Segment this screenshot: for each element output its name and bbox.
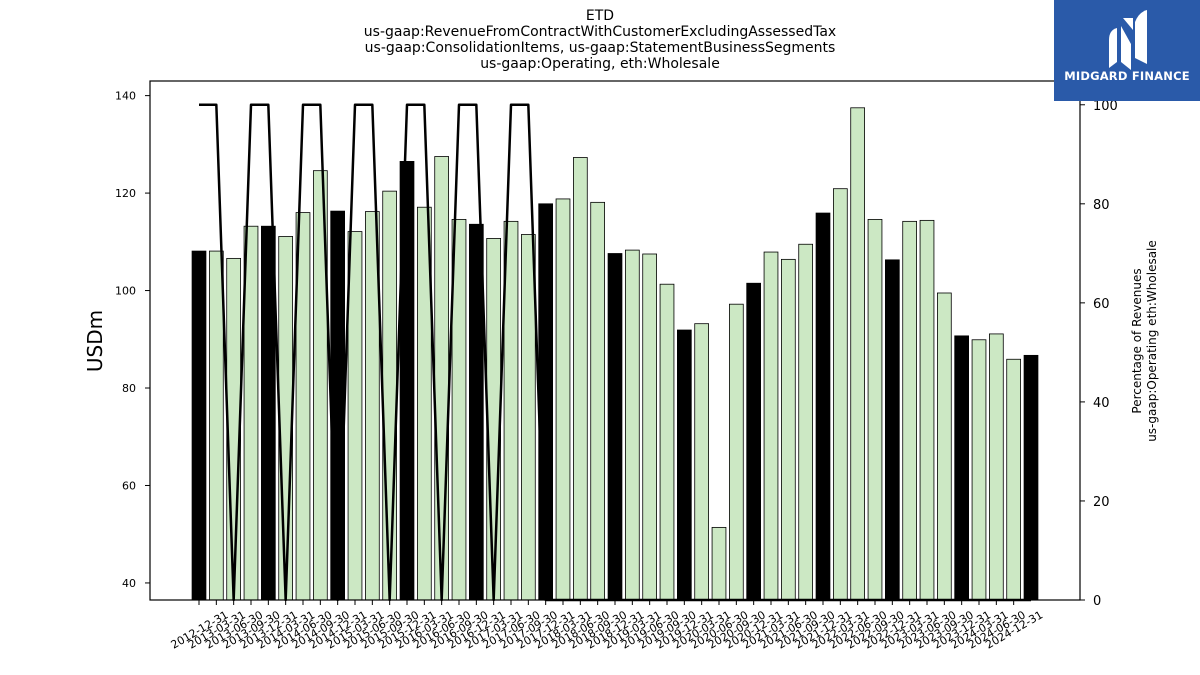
bar xyxy=(729,303,744,601)
bar xyxy=(937,292,952,601)
chart-title-line-1: ETD xyxy=(585,8,615,24)
y-tick-label: 40 xyxy=(122,577,136,590)
y-tick-label: 60 xyxy=(122,479,136,492)
bar xyxy=(573,157,588,601)
midgard-finance-logo: MIDGARD FINANCE xyxy=(1054,0,1200,101)
bar xyxy=(590,201,605,601)
bar xyxy=(555,198,571,601)
chart-title-line-3: us-gaap:ConsolidationItems, us-gaap:Stat… xyxy=(364,40,836,56)
y2-axis-label: Percentage of Revenues xyxy=(1130,268,1144,413)
bar xyxy=(798,243,813,601)
y-tick-label: 80 xyxy=(122,382,136,395)
bar xyxy=(330,210,346,601)
bar xyxy=(885,259,900,601)
bar xyxy=(642,253,657,601)
y2-tick-label: 100 xyxy=(1093,99,1118,114)
bar xyxy=(278,236,294,601)
bar xyxy=(971,339,987,601)
y2-tick-label: 60 xyxy=(1093,297,1110,312)
bar xyxy=(468,223,484,601)
bar xyxy=(711,526,727,601)
bar xyxy=(607,253,623,601)
chart-title-line-2: us-gaap:RevenueFromContractWithCustomerE… xyxy=(363,24,837,40)
y2-tick-label: 40 xyxy=(1093,396,1110,411)
bar xyxy=(434,156,450,601)
bar xyxy=(677,329,692,601)
logo-text: MIDGARD FINANCE xyxy=(1064,69,1190,83)
bar xyxy=(746,282,761,601)
bar xyxy=(521,234,536,601)
bar xyxy=(763,251,779,601)
bar xyxy=(902,220,917,601)
bar xyxy=(867,218,883,601)
bar xyxy=(833,188,848,601)
bar xyxy=(260,225,276,601)
bar xyxy=(954,335,969,601)
logo-mark-icon xyxy=(1109,10,1147,70)
bar xyxy=(208,250,224,601)
y2-tick-label: 0 xyxy=(1093,594,1101,609)
y-axis-label: USDm xyxy=(83,310,107,372)
y2-tick-label: 80 xyxy=(1093,198,1110,213)
bar xyxy=(781,258,796,601)
y-tick-label: 100 xyxy=(115,285,136,298)
chart-title-line-4: us-gaap:Operating, eth:Wholesale xyxy=(480,56,720,72)
bar xyxy=(191,250,207,601)
bar xyxy=(815,212,831,601)
bar xyxy=(850,107,865,601)
bar xyxy=(347,231,363,601)
bar xyxy=(243,225,259,601)
bar xyxy=(989,333,1004,601)
bar xyxy=(694,323,709,601)
y2-axis-label: us-gaap:Operating eth:Wholesale xyxy=(1145,240,1159,442)
bar xyxy=(659,283,675,601)
bar xyxy=(625,249,640,601)
y-tick-label: 120 xyxy=(115,187,136,200)
y-tick-label: 140 xyxy=(115,90,136,103)
bar xyxy=(1023,354,1039,601)
bar xyxy=(486,238,502,601)
y2-tick-label: 20 xyxy=(1093,495,1110,510)
bar xyxy=(538,203,553,601)
bar xyxy=(919,219,935,601)
bar xyxy=(382,190,398,601)
bar xyxy=(1006,358,1021,601)
